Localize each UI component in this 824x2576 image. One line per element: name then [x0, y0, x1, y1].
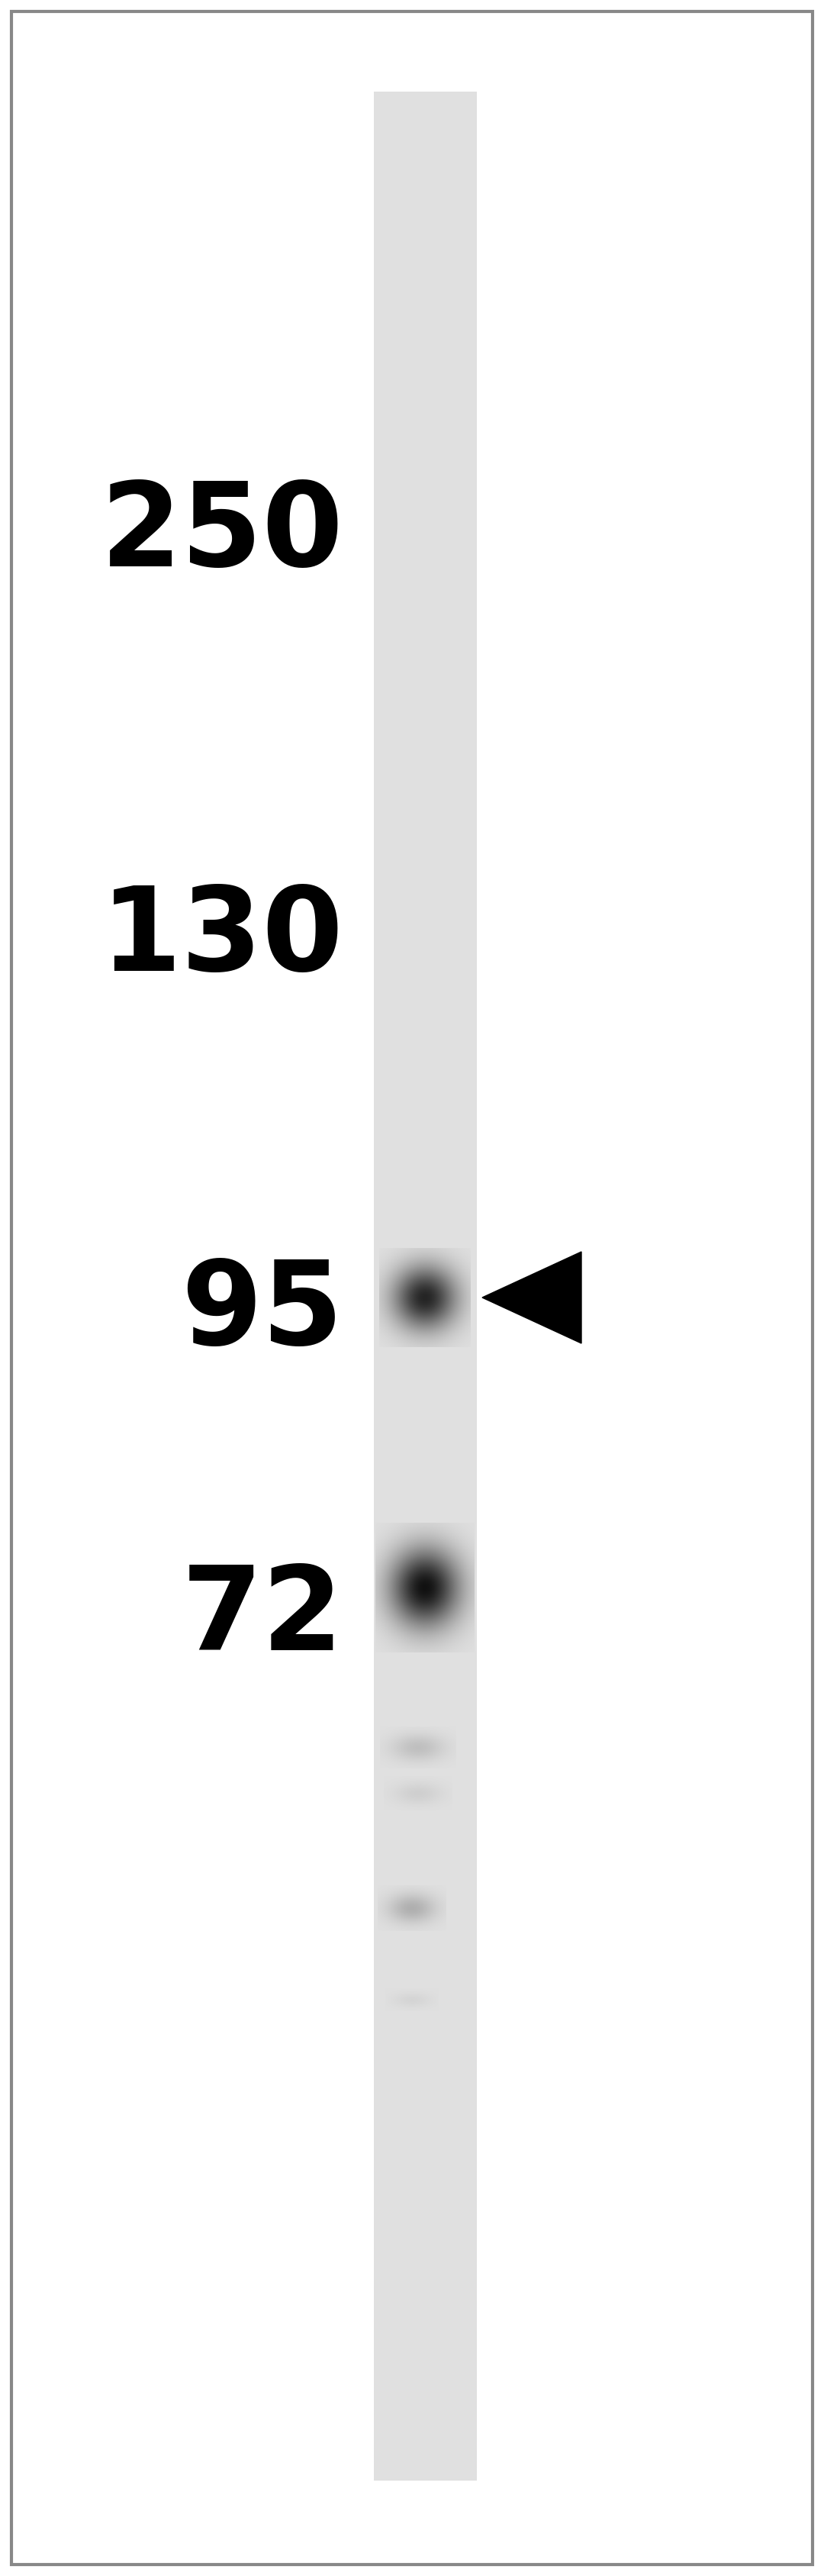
Text: 130: 130 [101, 881, 344, 997]
Text: 72: 72 [181, 1561, 344, 1674]
Text: 250: 250 [101, 477, 344, 590]
Polygon shape [482, 1252, 582, 1342]
Bar [374, 93, 477, 2481]
Text: 95: 95 [181, 1257, 344, 1370]
